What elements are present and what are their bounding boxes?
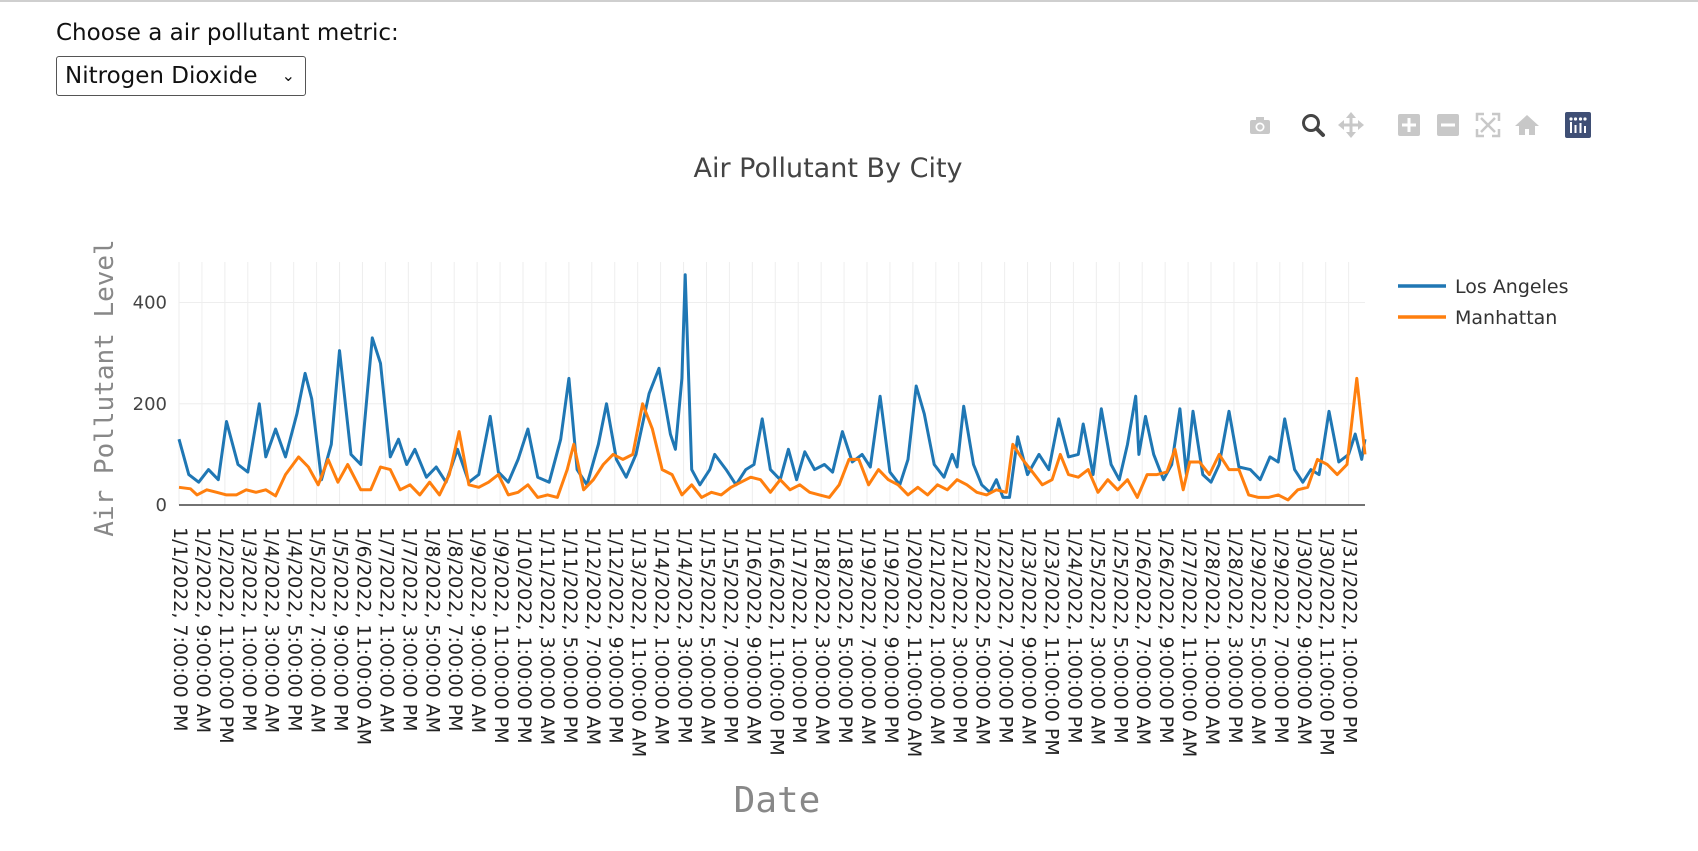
x-tick-label: 1/16/2022, 11:00:00 PM [765,527,787,756]
x-tick-label: 1/2/2022, 9:00:00 AM [192,527,214,733]
x-tick-label: 1/8/2022, 7:00:00 PM [444,527,466,732]
x-tick-label: 1/22/2022, 7:00:00 PM [995,527,1017,744]
x-tick-label: 1/7/2022, 3:00:00 PM [398,527,420,732]
x-tick-label: 1/14/2022, 1:00:00 AM [651,527,673,745]
zoom-out-icon[interactable] [1433,110,1463,140]
x-tick-label: 1/6/2022, 11:00:00 AM [352,527,374,745]
plotly-logo-icon[interactable] [1563,110,1593,140]
x-tick-label: 1/4/2022, 5:00:00 PM [284,527,306,732]
x-tick-label: 1/4/2022, 3:00:00 AM [261,527,283,733]
x-tick-label: 1/28/2022, 3:00:00 PM [1224,527,1246,744]
x-tick-label: 1/26/2022, 9:00:00 PM [1155,527,1177,744]
x-tick-label: 1/17/2022, 1:00:00 PM [788,527,810,744]
top-divider [0,0,1698,2]
home-icon[interactable] [1512,110,1542,140]
x-tick-label: 1/11/2022, 3:00:00 AM [536,527,558,745]
x-tick-labels: 1/1/2022, 7:00:00 PM 1/2/2022, 9:00:00 AM… [169,527,1361,757]
x-tick-label: 1/19/2022, 7:00:00 AM [857,527,879,745]
x-axis-title: Date [734,780,821,821]
x-gridlines [178,262,1350,505]
y-axis-title: Air Pollutant Level [90,239,120,536]
x-tick-label: 1/26/2022, 7:00:00 AM [1132,527,1154,745]
x-tick-label: 1/3/2022, 1:00:00 PM [238,527,260,732]
x-tick-label: 1/12/2022, 7:00:00 AM [582,527,604,745]
series-line-los-angeles[interactable] [177,273,1367,499]
metric-dropdown-value: Nitrogen Dioxide [65,63,258,89]
x-tick-label: 1/21/2022, 1:00:00 AM [926,527,948,745]
x-tick-label: 1/30/2022, 9:00:00 AM [1293,527,1315,745]
x-tick-label: 1/19/2022, 9:00:00 PM [880,527,902,744]
x-tick-label: 1/28/2022, 1:00:00 AM [1201,527,1223,745]
series-line-manhattan[interactable] [178,376,1367,502]
x-tick-label: 1/25/2022, 5:00:00 PM [1109,527,1131,744]
x-tick-label: 1/24/2022, 1:00:00 PM [1063,527,1085,744]
x-tick-label: 1/11/2022, 5:00:00 PM [559,527,581,744]
x-tick-label: 1/5/2022, 7:00:00 AM [307,527,329,733]
chevron-down-icon: ⌄ [281,66,295,85]
x-tick-label: 1/29/2022, 5:00:00 AM [1247,527,1269,745]
x-tick-label: 1/16/2022, 9:00:00 AM [742,527,764,745]
x-tick-label: 1/23/2022, 9:00:00 AM [1018,527,1040,745]
x-tick-label: 1/20/2022, 11:00:00 AM [903,527,925,757]
y-gridlines [179,302,1365,405]
x-tick-label: 1/30/2022, 11:00:00 PM [1316,527,1338,756]
legend-item[interactable]: Manhattan [1455,307,1557,329]
x-tick-label: 1/21/2022, 3:00:00 PM [949,527,971,744]
x-tick-label: 1/18/2022, 5:00:00 PM [834,527,856,744]
y-tick-label: 0 [156,495,167,516]
pan-icon[interactable] [1336,110,1366,140]
metric-dropdown[interactable]: Nitrogen Dioxide ⌄ [56,56,306,96]
x-tick-label: 1/22/2022, 5:00:00 AM [972,527,994,745]
x-tick-label: 1/13/2022, 11:00:00 AM [628,527,650,757]
x-tick-label: 1/9/2022, 9:00:00 AM [467,527,489,733]
chart-title: Air Pollutant By City [693,153,962,184]
legend-item[interactable]: Los Angeles [1455,276,1568,298]
x-tick-label: 1/15/2022, 7:00:00 PM [719,527,741,744]
x-tick-label: 1/12/2022, 9:00:00 PM [605,527,627,744]
y-tick-label: 400 [133,293,167,314]
x-tick-label: 1/23/2022, 11:00:00 PM [1040,527,1062,756]
x-tick-label: 1/31/2022, 1:00:00 PM [1339,527,1361,744]
legend[interactable]: Los Angeles Manhattan [1398,276,1568,329]
x-tick-label: 1/15/2022, 5:00:00 AM [696,527,718,745]
autoscale-icon[interactable] [1473,110,1503,140]
y-tick-label: 200 [133,394,167,415]
x-tick-label: 1/29/2022, 7:00:00 PM [1270,527,1292,744]
x-tick-label: 1/1/2022, 7:00:00 PM [169,527,191,732]
x-tick-label: 1/25/2022, 3:00:00 AM [1086,527,1108,745]
x-tick-label: 1/8/2022, 5:00:00 AM [421,527,443,733]
x-tick-label: 1/9/2022, 11:00:00 PM [490,527,512,744]
y-tick-labels: 0 200 400 [133,293,167,517]
metric-label: Choose a air pollutant metric: [56,20,399,46]
x-tick-label: 1/18/2022, 3:00:00 AM [811,527,833,745]
series-layer[interactable] [177,273,1367,502]
camera-icon[interactable] [1245,110,1275,140]
x-tick-label: 1/5/2022, 9:00:00 PM [330,527,352,732]
x-tick-label: 1/10/2022, 1:00:00 PM [513,527,535,744]
x-tick-label: 1/14/2022, 3:00:00 PM [674,527,696,744]
x-tick-label: 1/27/2022, 11:00:00 AM [1178,527,1200,757]
x-tick-label: 1/7/2022, 1:00:00 AM [375,527,397,733]
x-tick-label: 1/2/2022, 11:00:00 PM [215,527,237,744]
zoom-icon[interactable] [1298,110,1328,140]
zoom-in-icon[interactable] [1394,110,1424,140]
